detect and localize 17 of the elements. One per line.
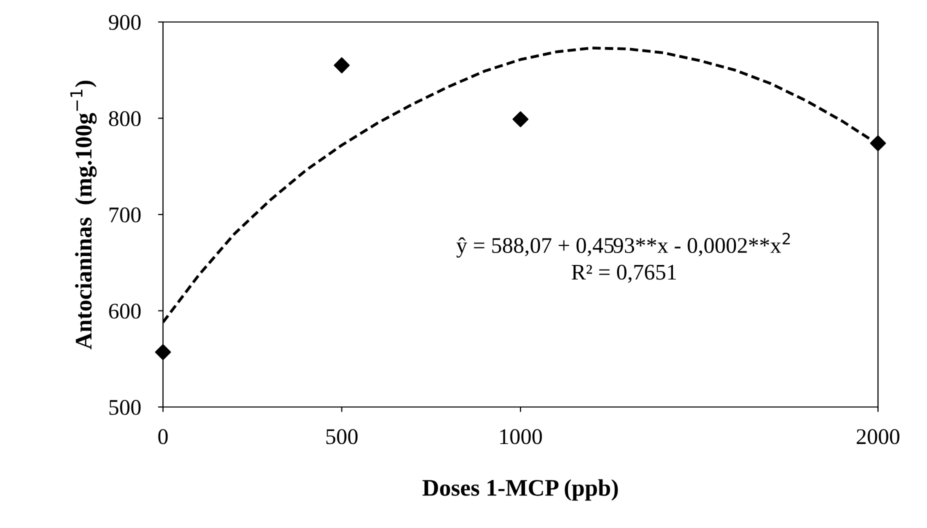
y-tick-label: 800 xyxy=(108,111,141,126)
x-tick-label: 0 xyxy=(158,429,168,444)
point xyxy=(155,344,171,360)
x-tick-label: 500 xyxy=(326,429,358,444)
x-tick-label: 1000 xyxy=(500,429,542,444)
x-tick-label: 2000 xyxy=(856,429,900,444)
y-tick-label: 500 xyxy=(109,400,141,415)
point xyxy=(870,135,886,152)
y-tick-label: 900 xyxy=(108,14,141,30)
annotation: ŷ = 588,07 + 0,4593**x - 0,0002**x$^{2}$ xyxy=(456,232,790,258)
y-axis-title: Antocianinas (mg.100g$^{−1}$) xyxy=(70,80,97,350)
x-axis-title: Doses 1-MCP (ppb) xyxy=(422,479,618,501)
annotation: R² = 0,7651 xyxy=(572,264,676,283)
point xyxy=(334,57,350,74)
y-tick-label: 600 xyxy=(109,304,141,319)
y-tick-label: 700 xyxy=(110,207,141,222)
point xyxy=(512,111,528,128)
